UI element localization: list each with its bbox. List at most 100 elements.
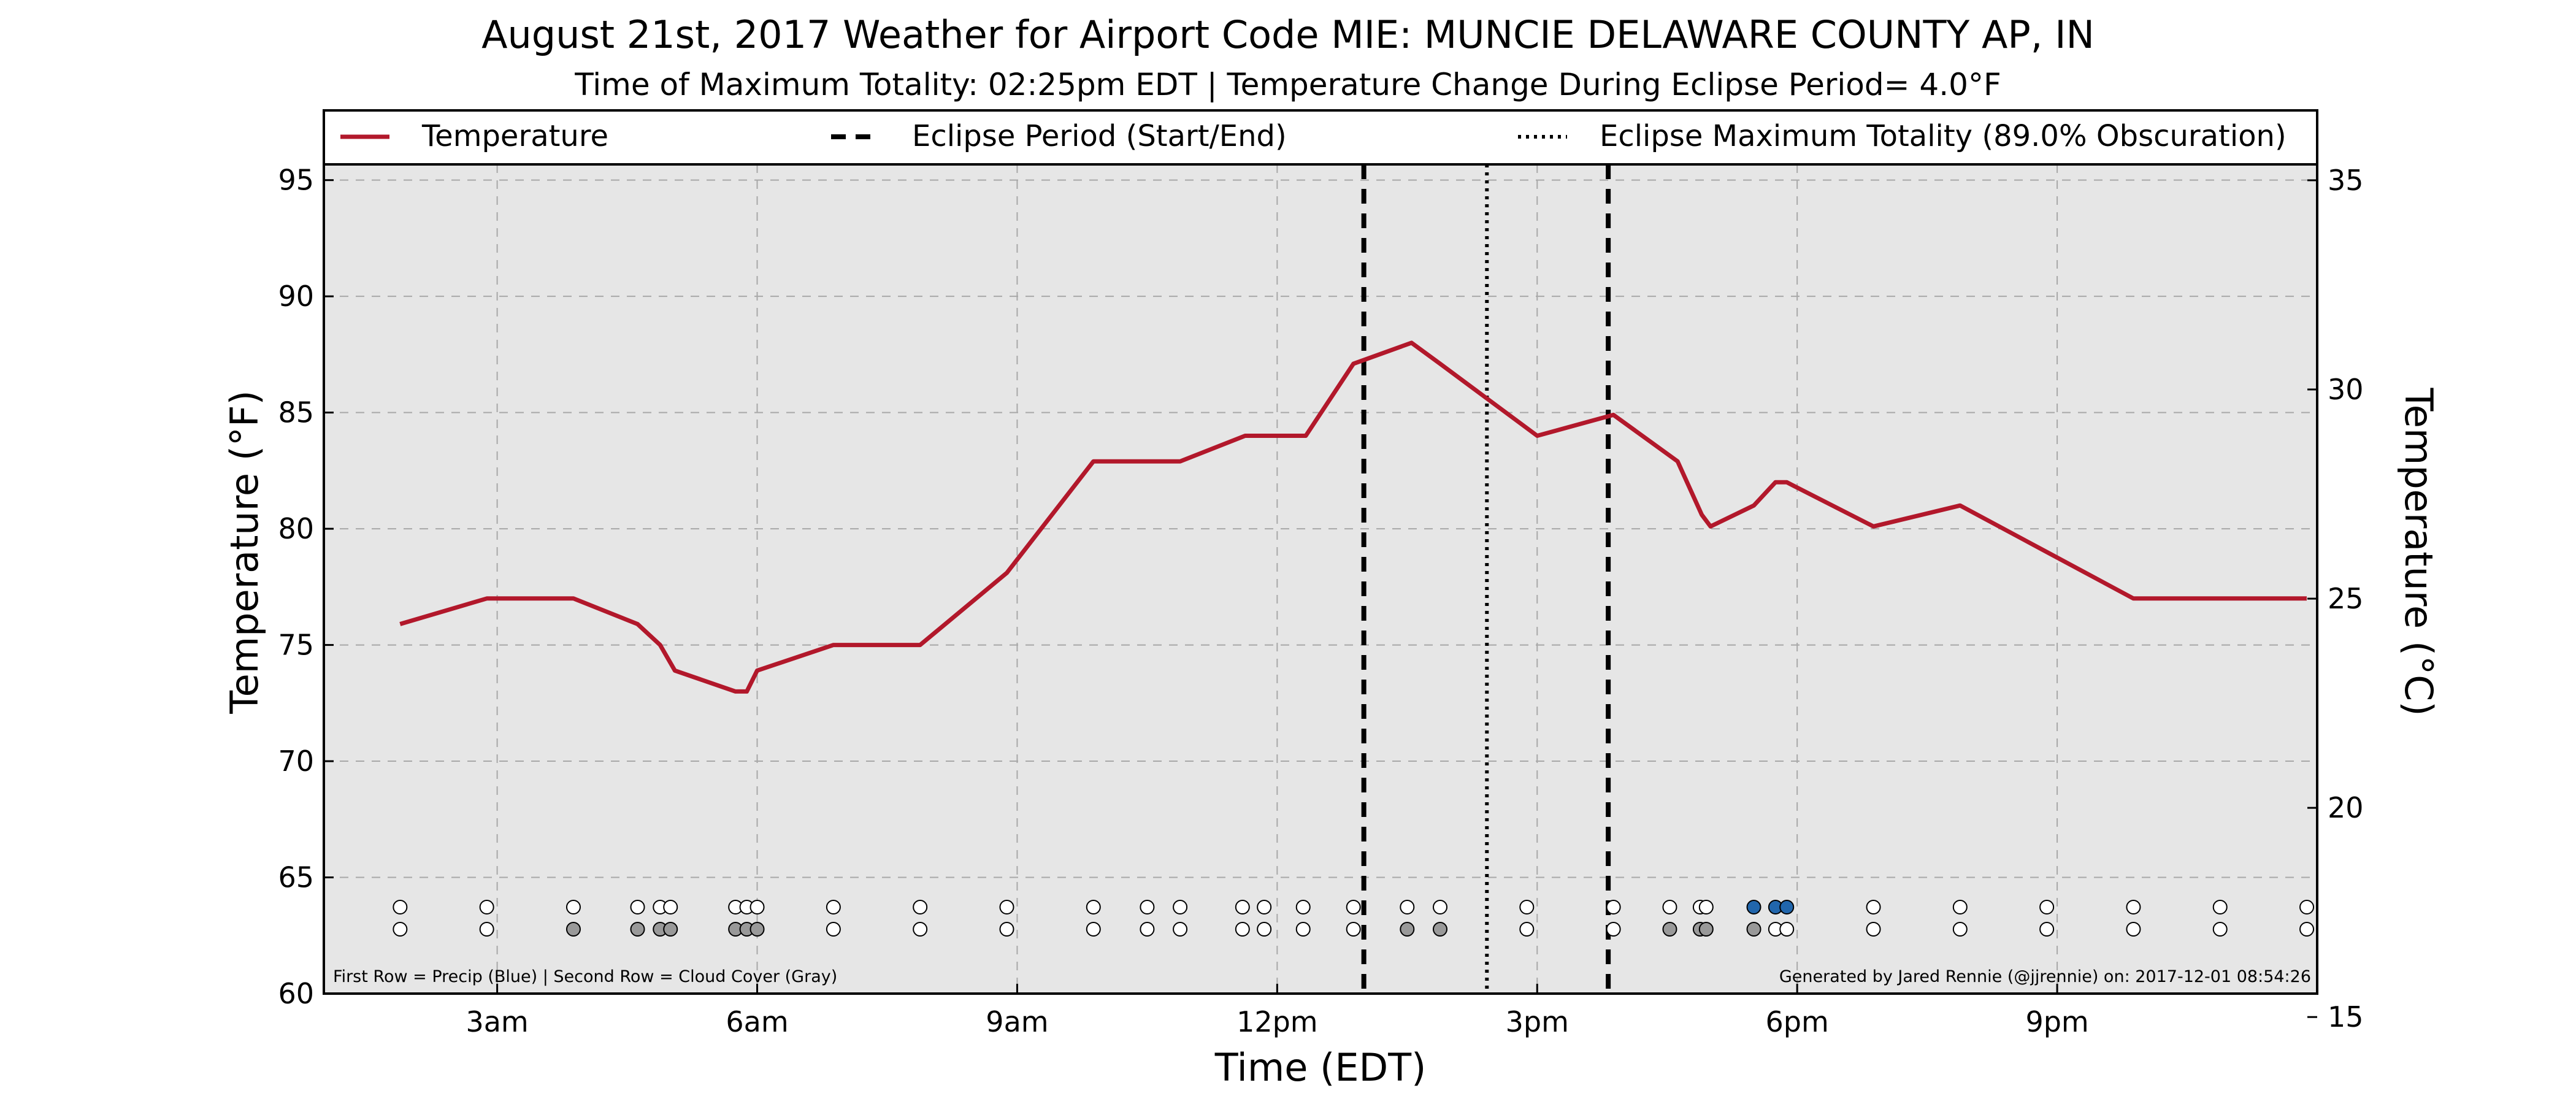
chart-legend: Temperature Eclipse Period (Start/End) E…: [323, 109, 2318, 166]
cloud-marker: [1173, 922, 1188, 937]
precip-marker: [1295, 900, 1311, 914]
x-tick-label: 3am: [466, 1005, 528, 1038]
precip-marker: [663, 900, 678, 914]
axes: 3am 6am 9am 12pm 3pm 6pm 9pm 60 65 70 75 80 85 90 95 15…: [222, 110, 2441, 1090]
precip-marker: [1140, 900, 1155, 914]
precip-marker: [2039, 900, 2055, 914]
observation-markers: [393, 900, 2315, 937]
cloud-marker: [913, 922, 928, 937]
precip-marker: [1952, 900, 1968, 914]
cloud-marker: [1400, 922, 1415, 937]
precip-marker: [393, 900, 408, 914]
precip-marker: [565, 900, 581, 914]
precip-marker: [1698, 900, 1714, 914]
x-axis-label: Time (EDT): [1214, 1045, 1427, 1090]
plot-area: [324, 110, 2317, 994]
y-right-tick-label: 15: [2328, 1000, 2364, 1033]
y-tick-label: 60: [278, 977, 314, 1010]
cloud-marker: [1433, 922, 1447, 937]
precip-marker: [826, 900, 841, 914]
footnote-right: Generated by Jared Rennie (@jjrennie) on…: [1779, 967, 2311, 986]
cloud-marker: [1140, 922, 1155, 937]
y-right-tick-label: 25: [2328, 582, 2364, 615]
eclipse-markers: [1361, 164, 1611, 994]
cloud-marker: [826, 922, 841, 937]
temperature-series: [399, 340, 2307, 694]
precip-marker: [1433, 900, 1447, 914]
precip-marker: [1866, 900, 1881, 914]
cloud-marker: [1606, 922, 1621, 937]
y-tick-label: 70: [278, 745, 314, 778]
precip-marker: [999, 900, 1014, 914]
x-tick-label: 9am: [986, 1005, 1048, 1038]
precip-marker: [1662, 900, 1677, 914]
precip-marker: [2212, 900, 2228, 914]
x-tick-label: 6am: [726, 1005, 788, 1038]
y-tick-label: 65: [278, 861, 314, 894]
precip-marker: [1235, 900, 1250, 914]
grid-lines: [324, 164, 2317, 994]
chart-title: August 21st, 2017 Weather for Airport Co…: [481, 12, 2095, 57]
precip-marker: [2299, 900, 2315, 914]
precip-marker: [1746, 900, 1761, 914]
x-tick-label: 12pm: [1236, 1005, 1318, 1038]
y-tick-label: 95: [278, 164, 314, 197]
precip-marker: [1519, 900, 1535, 914]
cloud-marker: [2299, 922, 2315, 937]
legend-label-eclipse-max: Eclipse Maximum Totality (89.0% Obscurat…: [1600, 119, 2287, 153]
cloud-marker: [1746, 922, 1761, 937]
cloud-marker: [1698, 922, 1714, 937]
cloud-marker: [1257, 922, 1272, 937]
precip-marker: [1257, 900, 1272, 914]
precip-marker: [1400, 900, 1415, 914]
y-axis-label-right: Temperature (°C): [2396, 387, 2441, 716]
precip-marker: [1606, 900, 1621, 914]
precip-marker: [1346, 900, 1361, 914]
y-right-tick-label: 20: [2328, 791, 2364, 824]
cloud-marker: [479, 922, 494, 937]
cloud-marker: [749, 922, 765, 937]
cloud-marker: [630, 922, 645, 937]
y-tick-label: 75: [278, 629, 314, 662]
cloud-marker: [2126, 922, 2141, 937]
cloud-marker: [1235, 922, 1250, 937]
cloud-marker: [1295, 922, 1311, 937]
cloud-marker: [1866, 922, 1881, 937]
precip-marker: [1173, 900, 1188, 914]
cloud-marker: [1952, 922, 1968, 937]
precip-marker: [2126, 900, 2141, 914]
cloud-marker: [2039, 922, 2055, 937]
y-axis-label: Temperature (°F): [222, 390, 267, 714]
precip-marker: [1086, 900, 1101, 914]
cloud-marker: [1779, 922, 1795, 937]
cloud-marker: [1662, 922, 1677, 937]
y-right-tick-label: 30: [2328, 373, 2364, 406]
y-tick-label: 80: [278, 512, 314, 545]
cloud-marker: [565, 922, 581, 937]
cloud-marker: [663, 922, 678, 937]
x-tick-label: 9pm: [2025, 1005, 2088, 1038]
legend-box: [323, 109, 2318, 166]
precip-marker: [913, 900, 928, 914]
cloud-marker: [393, 922, 408, 937]
cloud-marker: [1346, 922, 1361, 937]
y-right-tick-label: 35: [2328, 164, 2364, 197]
cloud-marker: [1519, 922, 1535, 937]
temperature-line: [399, 340, 2307, 694]
precip-marker: [749, 900, 765, 914]
legend-label-temperature: Temperature: [421, 119, 608, 153]
precip-marker: [1779, 900, 1795, 914]
x-tick-label: 6pm: [1766, 1005, 1829, 1038]
footnote-left: First Row = Precip (Blue) | Second Row =…: [333, 967, 837, 986]
cloud-marker: [1086, 922, 1101, 937]
chart-subtitle: Time of Maximum Totality: 02:25pm EDT | …: [574, 67, 2001, 102]
precip-marker: [630, 900, 645, 914]
cloud-marker: [2212, 922, 2228, 937]
cloud-marker: [999, 922, 1014, 937]
y-tick-label: 90: [278, 280, 314, 313]
precip-marker: [479, 900, 494, 914]
legend-label-eclipse-period: Eclipse Period (Start/End): [912, 119, 1287, 153]
y-tick-label: 85: [278, 396, 314, 429]
x-tick-label: 3pm: [1506, 1005, 1569, 1038]
